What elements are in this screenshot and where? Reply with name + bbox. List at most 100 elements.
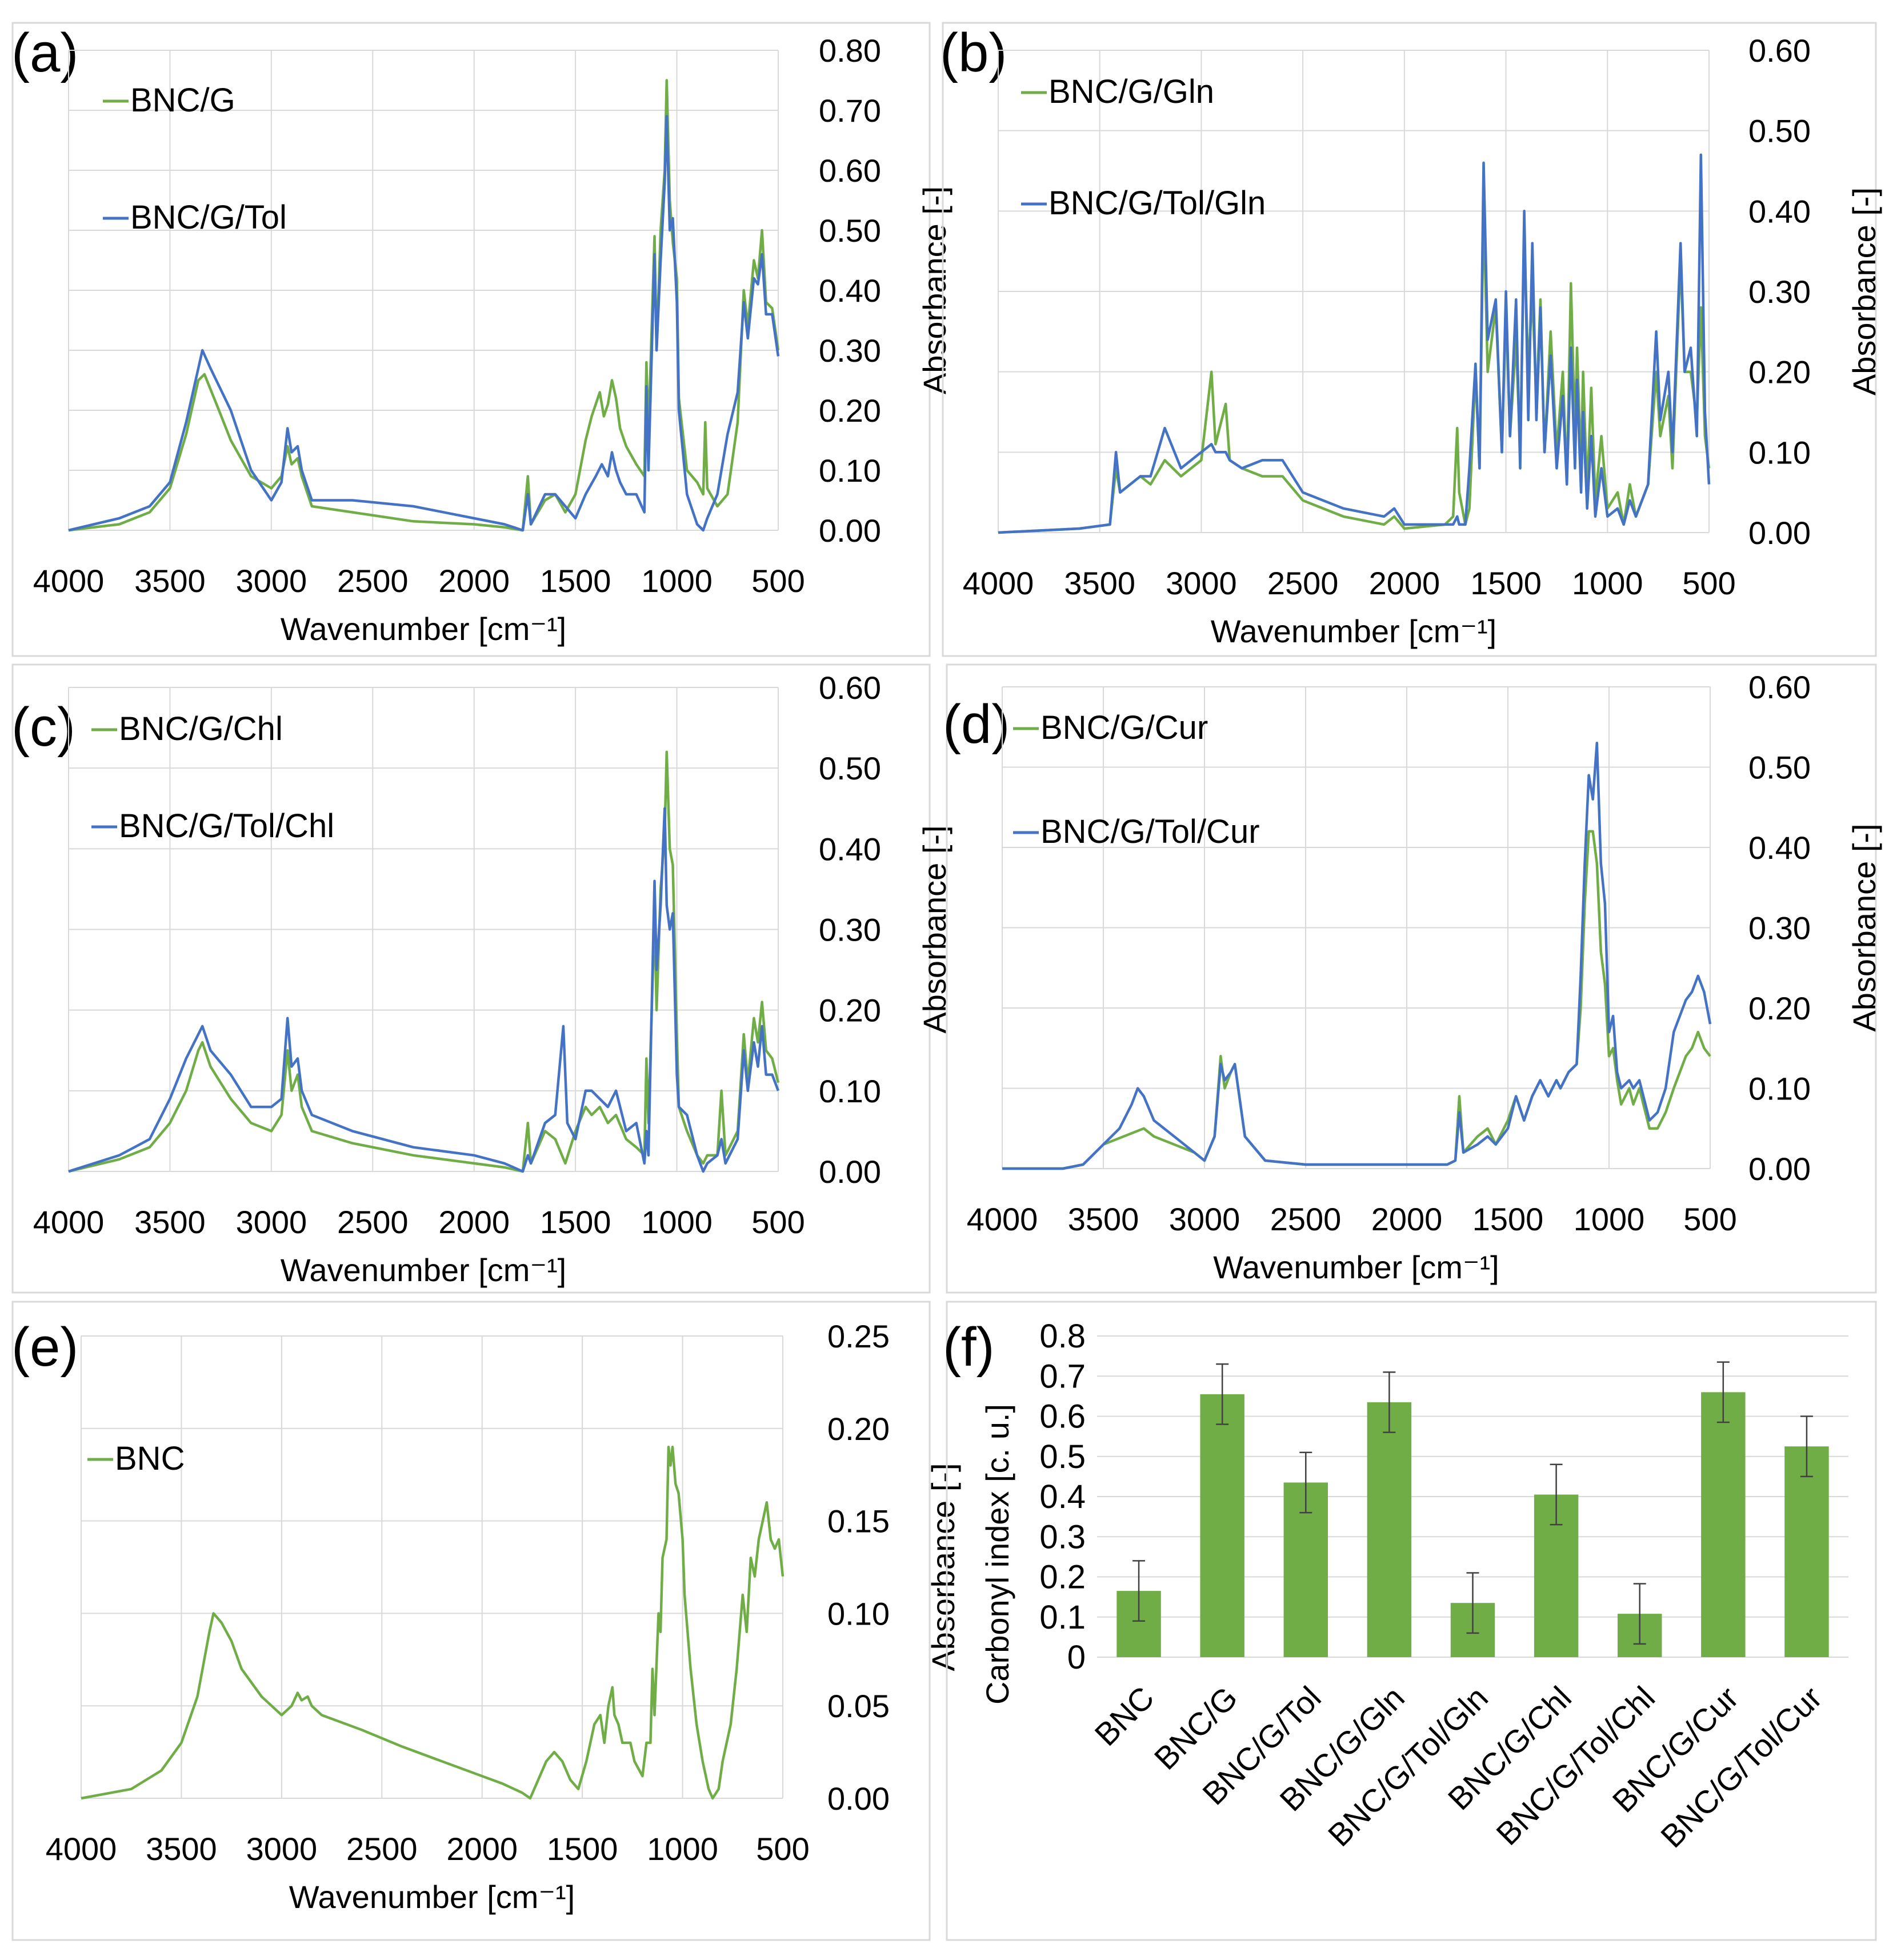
bar <box>1367 1402 1412 1657</box>
x-tick-label: 3000 <box>1166 565 1237 601</box>
x-axis-title: Wavenumber [cm⁻¹] <box>1213 1249 1499 1285</box>
panel-b: (b) 4000 3500 3000 2500 2000 1500 1000 500 0.00 0.… <box>940 22 1882 657</box>
series-line-bnc-g-tol-chl <box>68 807 780 1173</box>
y-tick-label: 0.00 <box>819 1154 881 1190</box>
legend-label: BNC <box>115 1440 185 1477</box>
panel-e: (e) 4000 3500 3000 2500 2000 1500 1000 500 0.00 0.… <box>11 1301 961 1941</box>
y-tick-label: 0.70 <box>819 93 881 129</box>
panel-frame <box>11 1301 931 1941</box>
y-tick-label: 0.20 <box>1748 990 1811 1026</box>
y-tick-label: 0.40 <box>819 831 881 867</box>
x-tick-label: 1500 <box>547 1831 618 1867</box>
y-tick-label: 0.50 <box>819 213 881 249</box>
x-axis-title: Wavenumber [cm⁻¹] <box>281 1252 566 1288</box>
x-tick-label: 3500 <box>134 1204 206 1240</box>
legend-label: BNC/G/Tol <box>130 199 287 236</box>
bar <box>1200 1394 1244 1657</box>
panel-label: (b) <box>940 22 1007 83</box>
y-tick-label: 0.40 <box>1748 830 1811 866</box>
y-tick-label: 0.7 <box>1039 1358 1086 1395</box>
legend-label: BNC/G <box>130 82 235 119</box>
y-tick-label: 0.20 <box>1748 354 1811 390</box>
y-tick-label: 0.50 <box>1748 750 1811 786</box>
panel-d: (d) 4000 3500 3000 2500 2000 1500 1000 500 0.00 0.… <box>943 663 1882 1294</box>
y-axis-title: Carbonyl index [c. u.] <box>979 1404 1015 1705</box>
x-tick-label: 1000 <box>641 1204 713 1240</box>
y-tick-label: 0.60 <box>819 670 881 706</box>
x-axis-title: Wavenumber [cm⁻¹] <box>281 611 566 647</box>
legend-label: BNC/G/Tol/Cur <box>1040 813 1260 850</box>
panel-frame <box>946 663 1877 1294</box>
y-tick-label: 0.15 <box>827 1503 890 1539</box>
x-tick-label: 500 <box>1682 565 1735 601</box>
x-tick-label: 2500 <box>346 1831 418 1867</box>
x-tick-label: 500 <box>756 1831 809 1867</box>
panel-label: (e) <box>11 1317 78 1378</box>
y-tick-label: 0.1 <box>1039 1599 1086 1636</box>
legend-label: BNC/G/Cur <box>1040 709 1208 746</box>
x-tick-label: 500 <box>751 1204 805 1240</box>
x-axis-title: Wavenumber [cm⁻¹] <box>1211 613 1496 649</box>
panel-frame <box>11 663 931 1294</box>
y-tick-label: 0.20 <box>819 393 881 429</box>
x-tick-label: 3000 <box>1169 1201 1240 1237</box>
x-tick-label: 4000 <box>46 1831 117 1867</box>
y-tick-label: 0.10 <box>1748 1071 1811 1107</box>
x-tick-label: 2000 <box>438 1204 510 1240</box>
bar <box>1784 1446 1829 1657</box>
x-tick-label: 3000 <box>236 1204 307 1240</box>
y-tick-label: 0.80 <box>819 33 881 69</box>
series-line-bnc-g-chl <box>68 750 780 1173</box>
y-tick-label: 0.30 <box>819 912 881 948</box>
legend-label: BNC/G/Tol/Chl <box>119 807 334 845</box>
y-tick-label: 0.00 <box>1748 515 1811 551</box>
y-tick-label: 0.05 <box>827 1688 890 1724</box>
bar <box>1701 1392 1746 1657</box>
y-tick-label: 0.10 <box>827 1595 890 1631</box>
x-tick-label: 1500 <box>540 1204 611 1240</box>
y-tick-label: 0.00 <box>819 513 881 549</box>
x-tick-label: 1500 <box>1472 1201 1544 1237</box>
x-tick-label: 1000 <box>641 563 713 599</box>
x-tick-label: 2000 <box>1369 565 1440 601</box>
y-tick-label: 0.8 <box>1039 1318 1086 1355</box>
x-tick-label: 500 <box>751 563 805 599</box>
x-tick-label: 4000 <box>33 563 105 599</box>
y-tick-label: 0.50 <box>1748 113 1811 149</box>
y-tick-label: 0.00 <box>827 1781 890 1817</box>
series-line-bnc <box>81 1445 785 1800</box>
series-line-bnc-g <box>68 79 780 532</box>
panel-frame <box>946 1301 1877 1941</box>
y-tick-label: 0.40 <box>819 273 881 309</box>
series-line-bnc-g-tol-cur <box>1002 742 1712 1170</box>
panel-label: (a) <box>11 22 78 83</box>
x-tick-label: 3000 <box>236 563 307 599</box>
x-tick-label: 3500 <box>134 563 206 599</box>
panel-label: (f) <box>943 1317 995 1378</box>
legend-label: BNC/G/Tol/Gln <box>1048 185 1266 222</box>
y-tick-label: 0.10 <box>1748 434 1811 470</box>
y-tick-label: 0.50 <box>819 750 881 786</box>
panel-label: (c) <box>11 697 75 758</box>
y-tick-label: 0.4 <box>1039 1478 1086 1515</box>
x-tick-label: 1500 <box>540 563 611 599</box>
y-axis-title: Absorbance [-] <box>1846 823 1882 1031</box>
y-tick-label: 0.25 <box>827 1318 890 1354</box>
y-tick-label: 0.6 <box>1039 1398 1086 1435</box>
panel-frame <box>942 22 1877 657</box>
panel-a: (a) 4000 3500 3000 2500 2000 1500 1000 500 0.00 0.… <box>11 22 952 657</box>
x-tick-label: 1000 <box>647 1831 718 1867</box>
x-tick-label: 1500 <box>1470 565 1542 601</box>
y-axis-title: Absorbance [-] <box>1846 187 1882 395</box>
y-tick-label: 0.10 <box>819 453 881 489</box>
x-tick-label: 1000 <box>1572 565 1643 601</box>
legend-label: BNC/G/Gln <box>1048 73 1214 110</box>
x-tick-label: 2500 <box>1267 565 1339 601</box>
x-tick-label: 4000 <box>33 1204 105 1240</box>
series-line-bnc-g-tol <box>68 115 780 532</box>
y-tick-label: 0.60 <box>819 153 881 189</box>
y-tick-label: 0.30 <box>819 333 881 369</box>
y-axis-title: Absorbance [-] <box>917 186 952 394</box>
x-tick-label: 4000 <box>963 565 1034 601</box>
